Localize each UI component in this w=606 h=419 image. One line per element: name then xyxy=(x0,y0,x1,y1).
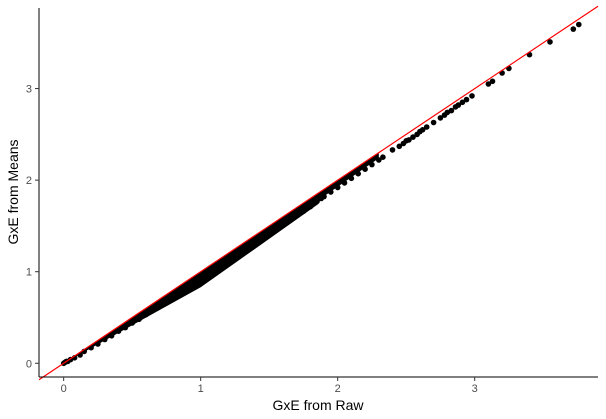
data-point xyxy=(280,222,286,228)
data-point xyxy=(485,81,492,87)
data-point xyxy=(191,281,197,288)
data-point xyxy=(328,189,334,195)
data-point xyxy=(197,280,204,287)
data-point xyxy=(570,26,577,32)
data-point xyxy=(266,230,273,236)
data-point xyxy=(300,208,307,215)
data-point xyxy=(245,244,252,250)
data-point xyxy=(321,193,327,200)
data-point xyxy=(341,180,348,186)
data-point xyxy=(197,273,204,280)
y-tick-label: 1 xyxy=(26,267,32,279)
data-point xyxy=(396,143,403,150)
data-point xyxy=(129,320,135,326)
data-point xyxy=(273,226,279,233)
data-point xyxy=(218,261,224,268)
data-point xyxy=(455,102,462,108)
data-point xyxy=(149,307,156,314)
x-axis-ticks: 0 1 2 3 xyxy=(61,377,478,395)
point-cloud-band-upper xyxy=(310,152,379,206)
data-point xyxy=(376,157,382,163)
x-tick-label: 0 xyxy=(61,383,67,395)
data-point xyxy=(348,175,355,182)
data-point xyxy=(547,39,553,45)
data-point xyxy=(225,257,231,263)
x-tick-label: 2 xyxy=(335,383,341,395)
data-point xyxy=(406,137,412,143)
data-point xyxy=(576,21,582,28)
data-point xyxy=(489,78,496,85)
data-point xyxy=(334,184,341,191)
data-point xyxy=(355,170,362,177)
data-point xyxy=(259,235,266,241)
x-axis-title: GxE from Raw xyxy=(272,397,364,413)
data-point xyxy=(419,127,426,133)
data-point xyxy=(239,248,245,255)
y-tick-label: 0 xyxy=(26,358,32,370)
data-point xyxy=(211,265,218,271)
data-point xyxy=(286,217,293,224)
x-tick-label: 1 xyxy=(198,383,204,395)
data-point xyxy=(362,166,368,172)
data-point xyxy=(122,324,129,331)
data-point xyxy=(437,115,444,121)
data-point xyxy=(102,336,108,343)
data-point xyxy=(177,290,183,296)
data-point xyxy=(463,96,470,103)
data-point xyxy=(369,161,375,168)
data-point xyxy=(95,341,101,347)
data-point xyxy=(314,198,320,204)
data-point xyxy=(293,213,300,219)
x-tick-label: 3 xyxy=(472,383,478,395)
data-point xyxy=(232,252,238,258)
data-point xyxy=(448,107,455,114)
y-tick-label: 3 xyxy=(26,84,32,96)
data-point xyxy=(410,134,416,140)
data-point xyxy=(469,93,475,99)
data-point xyxy=(430,119,437,126)
data-point xyxy=(389,147,396,153)
data-point xyxy=(170,294,177,301)
data-point xyxy=(252,239,259,246)
data-point xyxy=(156,303,163,310)
data-point xyxy=(143,311,149,318)
data-point xyxy=(108,333,115,339)
data-point xyxy=(307,203,314,210)
y-tick-label: 2 xyxy=(26,175,32,187)
points-layer xyxy=(60,21,582,367)
data-point xyxy=(459,99,466,106)
data-point xyxy=(204,269,211,276)
data-point xyxy=(380,154,386,160)
y-axis-ticks: 0 1 2 3 xyxy=(26,84,39,370)
reference-line xyxy=(38,5,599,381)
data-point xyxy=(163,299,170,305)
data-point xyxy=(115,328,122,335)
data-point xyxy=(184,285,190,292)
y-axis-title: GxE from Means xyxy=(5,139,21,244)
data-point xyxy=(423,124,430,130)
data-point xyxy=(136,316,142,323)
